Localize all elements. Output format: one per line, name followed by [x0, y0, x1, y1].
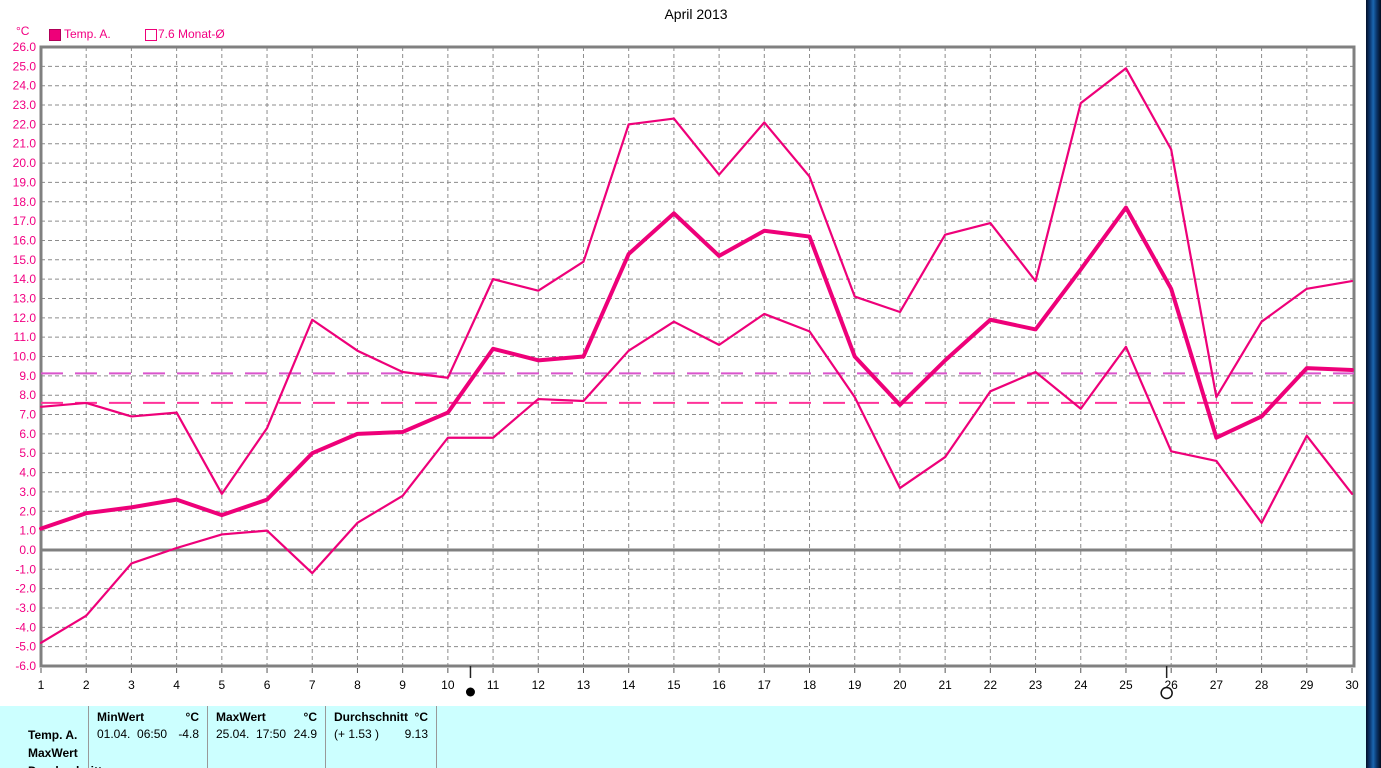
svg-text:19.0: 19.0 [13, 175, 37, 189]
new-moon-icon [465, 687, 475, 697]
svg-text:3.0: 3.0 [19, 485, 36, 499]
minwert-reading: -4.8 [178, 727, 199, 741]
summary-maxwert-label: MaxWert [28, 746, 78, 760]
minwert-unit: °C [185, 710, 199, 724]
summary-col-minwert: MinWert °C 01.04. 06:50 -4.8 [88, 706, 207, 768]
minwert-datetime: 01.04. 06:50 [97, 727, 168, 741]
svg-text:14: 14 [622, 678, 636, 692]
svg-text:1.0: 1.0 [19, 524, 36, 538]
svg-text:2.0: 2.0 [19, 504, 36, 518]
svg-text:-6.0: -6.0 [15, 659, 36, 673]
svg-text:12.0: 12.0 [13, 311, 37, 325]
svg-text:26.0: 26.0 [13, 40, 37, 54]
svg-text:25.0: 25.0 [13, 59, 37, 73]
svg-text:15.0: 15.0 [13, 253, 37, 267]
svg-text:24: 24 [1074, 678, 1088, 692]
durchschnitt-reading: 9.13 [404, 727, 428, 741]
svg-text:30: 30 [1345, 678, 1359, 692]
maxwert-datetime: 25.04. 17:50 [216, 727, 287, 741]
svg-text:13: 13 [577, 678, 591, 692]
svg-text:-1.0: -1.0 [15, 562, 36, 576]
svg-text:10.0: 10.0 [13, 350, 37, 364]
summary-durchschnitt-label: Durchschnitt [28, 762, 102, 768]
svg-text:17.0: 17.0 [13, 214, 37, 228]
y-axis-unit-label: °C [16, 24, 30, 38]
minwert-header: MinWert [97, 710, 145, 724]
svg-text:18: 18 [803, 678, 817, 692]
svg-text:21: 21 [938, 678, 952, 692]
maxwert-unit: °C [303, 710, 317, 724]
svg-text:29: 29 [1300, 678, 1314, 692]
svg-text:9.0: 9.0 [19, 369, 36, 383]
svg-text:11.0: 11.0 [14, 330, 37, 344]
svg-text:19: 19 [848, 678, 862, 692]
summary-table: Temp. A. MaxWert Durchschnitt MinWert °C… [0, 706, 1366, 768]
monat-avg-swatch-icon [145, 29, 157, 41]
svg-text:6.0: 6.0 [19, 427, 36, 441]
svg-text:17: 17 [758, 678, 772, 692]
legend-temp-label: Temp. A. [64, 27, 111, 41]
summary-col-maxwert: MaxWert °C 25.04. 17:50 24.9 [207, 706, 325, 768]
svg-text:0.0: 0.0 [19, 543, 36, 557]
maxwert-reading: 24.9 [293, 727, 317, 741]
svg-text:8: 8 [354, 678, 361, 692]
svg-text:23: 23 [1029, 678, 1043, 692]
window-right-edge [1366, 0, 1381, 768]
svg-text:3: 3 [128, 678, 135, 692]
svg-text:22.0: 22.0 [13, 117, 37, 131]
svg-text:14.0: 14.0 [13, 272, 37, 286]
summary-series-label: Temp. A. [28, 728, 78, 742]
svg-text:-2.0: -2.0 [15, 582, 36, 596]
summary-col-durchschnitt: Durchschnitt °C (+ 1.53 ) 9.13 [325, 706, 437, 768]
svg-text:18.0: 18.0 [13, 195, 37, 209]
maxwert-header: MaxWert [216, 710, 266, 724]
svg-text:20: 20 [893, 678, 907, 692]
svg-text:10: 10 [441, 678, 455, 692]
svg-text:24.0: 24.0 [13, 79, 37, 93]
svg-text:20.0: 20.0 [13, 156, 37, 170]
svg-text:11: 11 [487, 678, 500, 692]
chart-title: April 2013 [664, 6, 728, 22]
svg-text:-3.0: -3.0 [15, 601, 36, 615]
svg-text:7.0: 7.0 [19, 408, 36, 422]
svg-text:6: 6 [264, 678, 271, 692]
temperature-line-chart[interactable]: -6.0 -5.0 -4.0 -3.0 -2.0 -1.0 0.0 1.0 2.0 3.0 4.0 5… [0, 0, 1366, 706]
svg-text:23.0: 23.0 [13, 98, 37, 112]
legend-monat-label: 7.6 Monat-Ø [158, 27, 225, 41]
svg-text:2: 2 [83, 678, 90, 692]
svg-text:28: 28 [1255, 678, 1269, 692]
svg-text:27: 27 [1210, 678, 1224, 692]
svg-text:16.0: 16.0 [13, 233, 37, 247]
svg-text:8.0: 8.0 [19, 388, 36, 402]
svg-text:15: 15 [667, 678, 681, 692]
full-moon-icon [1160, 686, 1173, 700]
svg-text:4: 4 [173, 678, 180, 692]
svg-text:13.0: 13.0 [13, 291, 37, 305]
svg-text:25: 25 [1119, 678, 1133, 692]
svg-text:5: 5 [218, 678, 225, 692]
durchschnitt-header: Durchschnitt [334, 710, 409, 724]
temp-series-swatch-icon [49, 29, 61, 41]
svg-text:5.0: 5.0 [19, 446, 36, 460]
svg-text:21.0: 21.0 [13, 137, 37, 151]
svg-text:16: 16 [712, 678, 726, 692]
svg-text:1: 1 [38, 678, 45, 692]
durchschnitt-delta: (+ 1.53 ) [334, 727, 380, 741]
svg-text:12: 12 [532, 678, 546, 692]
svg-text:-4.0: -4.0 [15, 620, 36, 634]
svg-text:22: 22 [984, 678, 998, 692]
durchschnitt-unit: °C [414, 710, 428, 724]
svg-text:4.0: 4.0 [19, 466, 36, 480]
svg-text:9: 9 [399, 678, 406, 692]
svg-text:7: 7 [309, 678, 316, 692]
summary-row-labels: Temp. A. MaxWert Durchschnitt [0, 706, 102, 768]
svg-text:-5.0: -5.0 [15, 640, 36, 654]
